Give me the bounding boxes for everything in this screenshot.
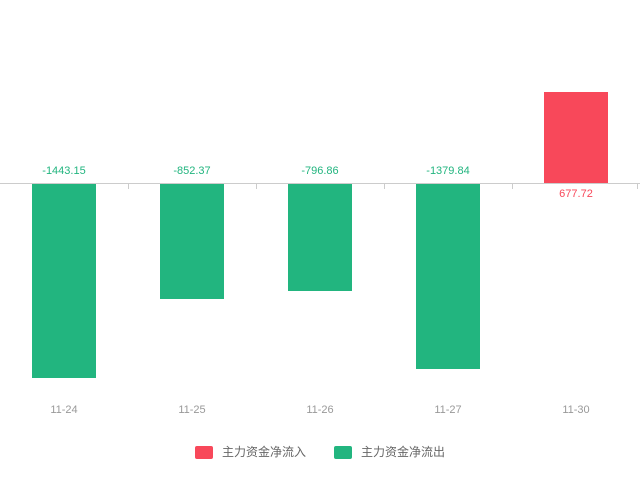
legend-item-label: 主力资金净流出 xyxy=(361,445,446,459)
bar-11-24[interactable] xyxy=(32,184,96,378)
inflow-swatch-icon xyxy=(194,445,213,459)
x-axis-tick xyxy=(256,184,257,189)
x-axis-tick xyxy=(512,184,513,189)
value-label-11-25: -852.37 xyxy=(173,165,211,177)
value-label-11-27: -1379.84 xyxy=(426,165,470,177)
x-axis-label-11-26: 11-26 xyxy=(306,404,334,416)
x-axis-label-11-25: 11-25 xyxy=(178,404,206,416)
x-axis-label-11-27: 11-27 xyxy=(434,404,462,416)
x-axis-label-11-30: 11-30 xyxy=(562,404,590,416)
value-label-11-24: -1443.15 xyxy=(42,165,86,177)
x-axis-line xyxy=(0,183,640,184)
value-label-11-26: -796.86 xyxy=(301,165,339,177)
x-axis-tick xyxy=(384,184,385,189)
x-axis-tick xyxy=(637,184,638,189)
x-axis-tick xyxy=(128,184,129,189)
x-axis-label-11-24: 11-24 xyxy=(50,404,78,416)
bar-11-26[interactable] xyxy=(288,184,352,291)
bar-11-25[interactable] xyxy=(160,184,224,299)
legend-item-outflow[interactable]: 主力资金净流出 xyxy=(334,444,445,460)
bar-11-30[interactable] xyxy=(544,92,608,183)
legend-item-inflow[interactable]: 主力资金净流入 xyxy=(194,444,306,460)
value-label-11-30: 677.72 xyxy=(559,188,593,200)
bar-11-27[interactable] xyxy=(416,184,480,369)
outflow-swatch-icon xyxy=(334,445,352,459)
legend-item-label: 主力资金净流入 xyxy=(221,445,306,459)
legend: 主力资金净流入 主力资金净流出 xyxy=(0,444,640,460)
